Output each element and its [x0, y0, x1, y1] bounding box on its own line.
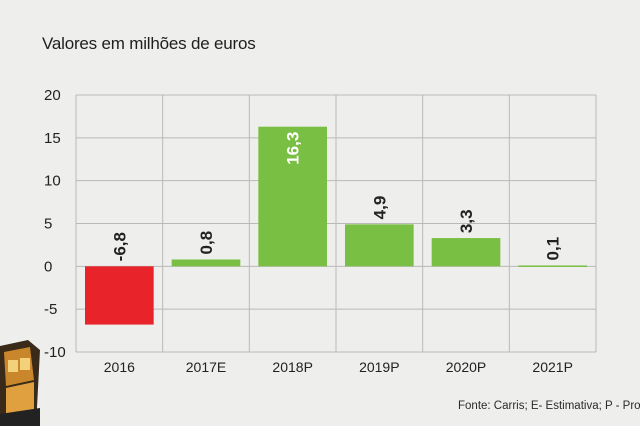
chart-subtitle: Valores em milhões de euros — [42, 34, 256, 53]
y-tick-label: -5 — [44, 301, 57, 318]
x-tick-label: 2016 — [104, 359, 135, 375]
bar — [518, 265, 587, 267]
x-tick-label: 2017E — [186, 359, 226, 375]
bar — [85, 266, 154, 325]
value-label: 4,9 — [370, 196, 389, 220]
y-tick-label: 15 — [44, 130, 61, 147]
y-tick-label: 5 — [44, 216, 52, 233]
bar — [431, 238, 501, 267]
x-tick-label: 2019P — [359, 359, 399, 375]
source-note: Fonte: Carris; E- Estimativa; P - Pro — [458, 400, 640, 412]
x-tick-label: 2018P — [272, 359, 312, 375]
value-label: 16,3 — [284, 132, 303, 165]
y-tick-label: 0 — [44, 258, 52, 275]
value-label: 0,1 — [544, 237, 563, 261]
value-label: 0,8 — [197, 231, 216, 255]
y-tick-label: 20 — [44, 87, 61, 104]
tram-photo — [0, 340, 40, 426]
x-tick-label: 2021P — [532, 359, 572, 375]
bar — [258, 126, 327, 267]
x-tick-label: 2020P — [446, 359, 486, 375]
bar — [171, 259, 241, 267]
bar — [345, 224, 414, 267]
value-label: -6,8 — [110, 232, 129, 261]
y-tick-label: 10 — [44, 173, 61, 190]
y-tick-label: -10 — [44, 344, 66, 361]
value-label: 3,3 — [457, 209, 476, 233]
